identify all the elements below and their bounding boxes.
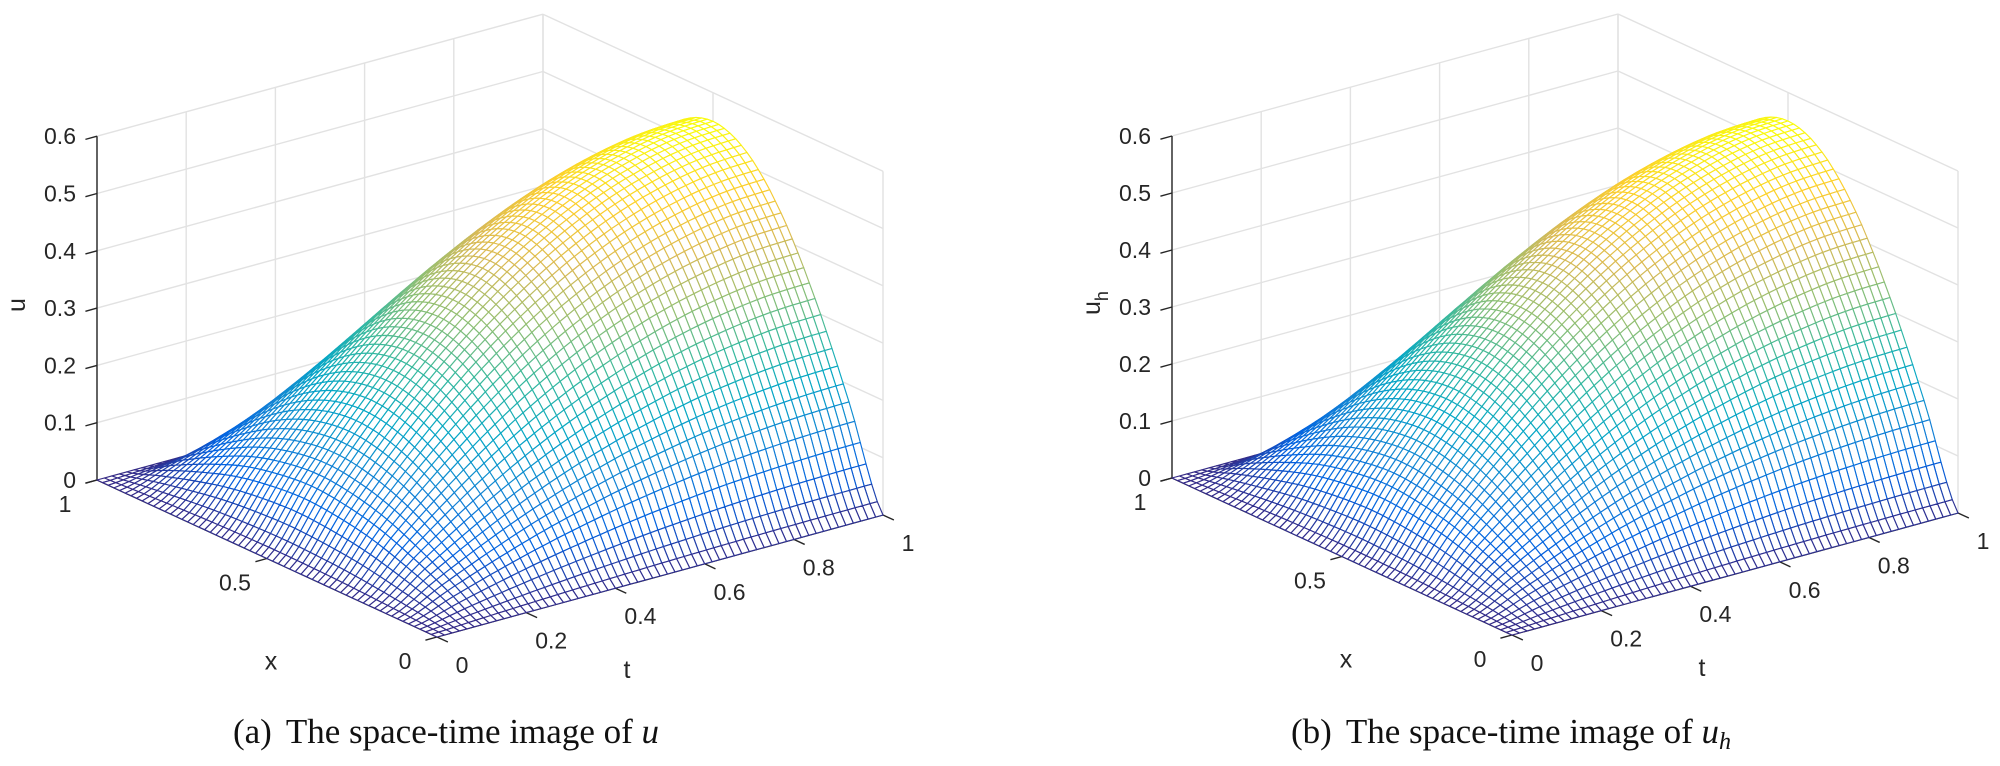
t-axis-label: t (624, 656, 631, 684)
z-tick (1160, 306, 1173, 311)
z-tick (1160, 363, 1173, 368)
x-tick-label: 0.5 (219, 570, 251, 596)
z-tick-label: 0.3 (1119, 294, 1151, 320)
z-tick (1160, 249, 1173, 254)
t-tick-label: 0.8 (1878, 552, 1910, 578)
z-tick-label: 0.1 (44, 410, 76, 436)
z-tick-label: 0 (63, 467, 76, 493)
gridline-z-back-wall (1171, 70, 1619, 194)
x-tick (1330, 555, 1343, 561)
t-tick-label: 0.8 (803, 554, 835, 580)
t-tick-label: 1 (1977, 528, 1990, 554)
z-tick-label: 0.6 (1119, 123, 1151, 149)
z-axis-label: uh (1078, 291, 1112, 315)
surface-mesh (96, 116, 884, 638)
t-tick-label: 0.2 (535, 628, 567, 654)
t-tick-label: 0 (456, 652, 469, 678)
t-tick (1511, 634, 1524, 641)
z-axis-label-base: u (1078, 301, 1106, 315)
z-tick (85, 135, 98, 141)
t-tick (704, 563, 716, 570)
gridline-z-back-wall (96, 185, 544, 309)
gridline-z-back-wall (96, 128, 544, 252)
z-tick-label: 0.4 (44, 238, 76, 264)
t-tick-label: 1 (902, 530, 915, 556)
t-tick-label: 0.6 (1789, 577, 1821, 603)
x-axis-label: x (1340, 646, 1353, 674)
x-tick (425, 636, 438, 641)
t-tick (1600, 609, 1613, 617)
t-tick (1779, 561, 1791, 568)
z-tick-label: 0.5 (44, 181, 76, 207)
t-tick (882, 514, 895, 521)
z-tick (85, 192, 98, 198)
z-tick (1160, 420, 1173, 425)
t-tick (525, 611, 538, 619)
t-tick (1690, 585, 1702, 592)
z-tick-label: 0 (1138, 465, 1151, 491)
z-tick-label: 0.2 (1119, 351, 1151, 377)
t-tick (1957, 512, 1970, 519)
x-tick-label: 0 (399, 648, 412, 674)
z-axis-label-base: u (3, 298, 31, 312)
t-tick-label: 0 (1531, 650, 1544, 676)
x-axis-label: x (265, 648, 278, 676)
t-tick (1868, 536, 1880, 544)
t-tick (793, 538, 805, 546)
z-axis-label-sub: h (1092, 291, 1112, 301)
z-tick-label: 0.2 (44, 352, 76, 378)
t-tick (436, 636, 449, 643)
z-tick (85, 422, 98, 427)
x-tick-label: 1 (1134, 489, 1147, 515)
x-tick (85, 479, 98, 484)
t-tick-label: 0.4 (1699, 601, 1731, 627)
z-axis-label: u (3, 298, 31, 312)
z-tick-label: 0.5 (1119, 180, 1151, 206)
t-tick-label: 0.4 (624, 603, 656, 629)
x-tick (1500, 634, 1513, 639)
z-tick-label: 0.3 (44, 295, 76, 321)
x-tick (1160, 477, 1173, 482)
z-tick (85, 307, 98, 312)
x-tick-label: 1 (59, 491, 72, 517)
x-tick (255, 557, 268, 563)
z-tick-label: 0.1 (1119, 408, 1151, 434)
gridline-z-back-wall (1171, 13, 1619, 137)
x-tick-label: 0.5 (1294, 568, 1326, 594)
z-tick-label: 0.4 (1119, 237, 1151, 263)
surface-mesh (1171, 116, 1959, 636)
t-tick (615, 587, 627, 594)
z-tick (85, 250, 98, 255)
t-tick-label: 0.2 (1610, 626, 1642, 652)
z-tick-label: 0.6 (44, 123, 76, 149)
gridline-z-back-wall (96, 70, 544, 195)
t-tick-label: 0.6 (714, 579, 746, 605)
z-tick (1160, 135, 1173, 140)
x-tick-label: 0 (1474, 646, 1487, 672)
gridline-z-back-wall (96, 13, 544, 137)
t-axis-label: t (1699, 654, 1706, 682)
z-tick (85, 364, 98, 370)
z-tick (1160, 192, 1173, 197)
